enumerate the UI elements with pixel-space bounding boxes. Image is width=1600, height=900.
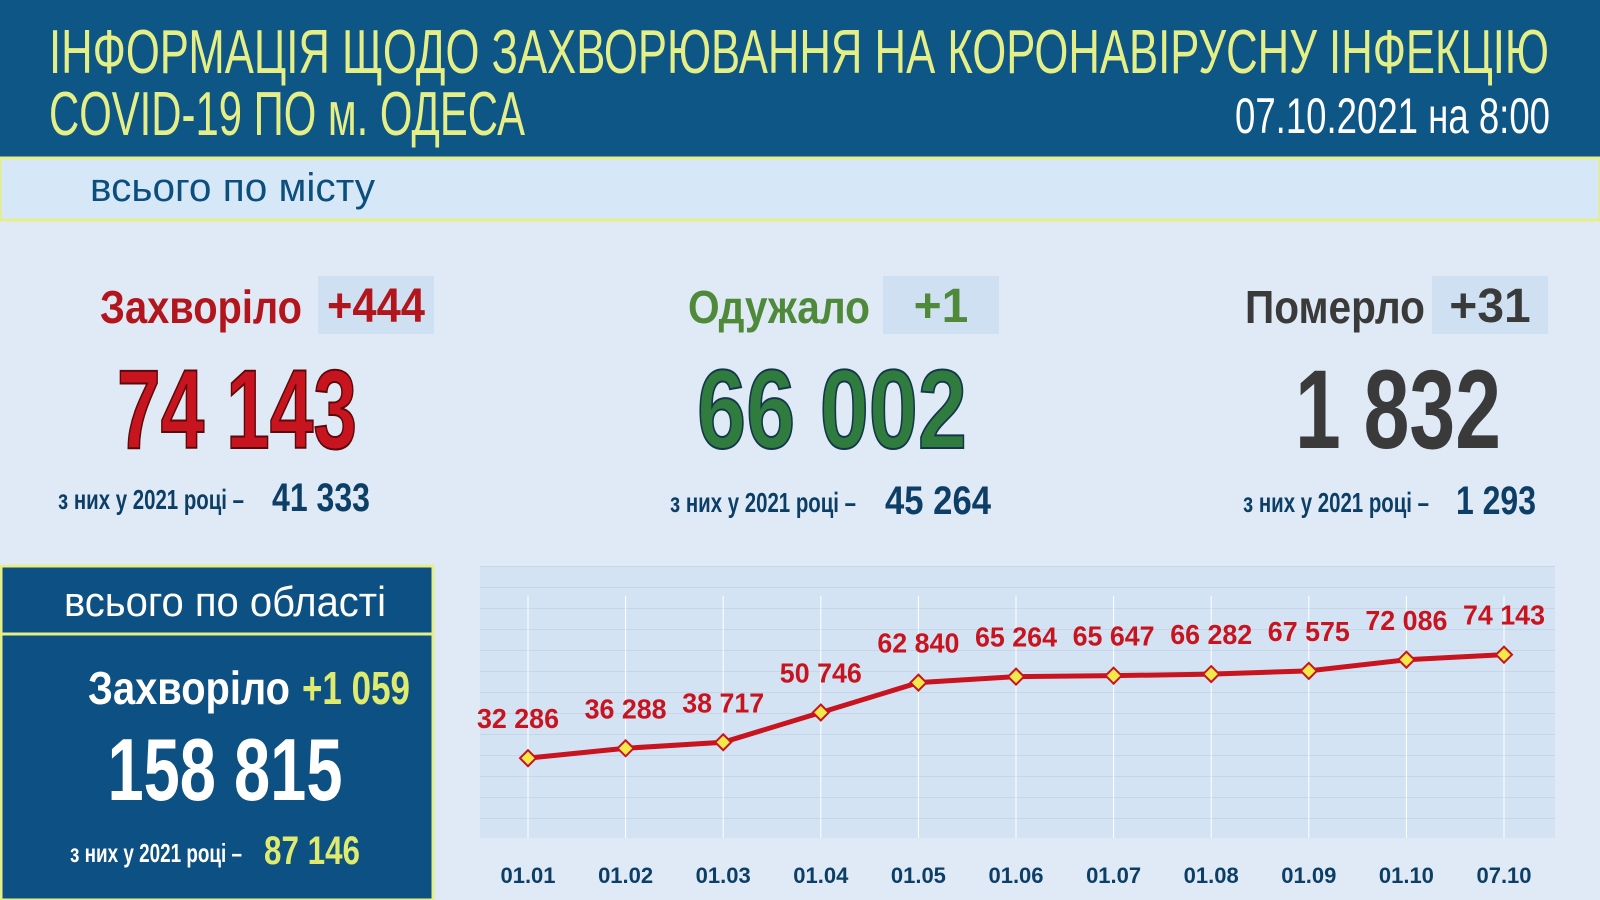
point xyxy=(1396,650,1416,670)
stat-delta: +31 xyxy=(1449,280,1530,333)
year-value: 41 333 xyxy=(272,476,370,520)
stat-total: 66 002 xyxy=(697,347,967,472)
header xyxy=(0,0,1600,158)
title: ІНФОРМАЦІЯ ЩОДО ЗАХВОРЮВАННЯ НА КОРОНАВІ… xyxy=(49,18,1549,87)
x-tick-label: 01.10 xyxy=(1379,863,1434,888)
delta-box xyxy=(883,276,999,334)
x-tick-label: 01.07 xyxy=(1086,863,1141,888)
x-tick-label: 01.08 xyxy=(1184,863,1239,888)
x-tick-label: 01.02 xyxy=(598,863,653,888)
value-label: 66 282 xyxy=(1170,619,1252,650)
point xyxy=(1494,645,1514,665)
x-tick-label: 01.09 xyxy=(1281,863,1336,888)
stat-deaths: Померло +31 1 832 з них у 2021 році – 1 … xyxy=(1243,276,1548,523)
x-tick-label: 01.06 xyxy=(988,863,1043,888)
year-value: 45 264 xyxy=(885,479,992,523)
point xyxy=(1299,661,1319,681)
line-chart: 01.01 01.02 01.03 01.04 01.05 01.06 01.07 01.08… xyxy=(477,596,1545,888)
city-label: всього по місту xyxy=(90,166,375,210)
point xyxy=(713,732,733,752)
point xyxy=(908,673,928,693)
point xyxy=(518,748,538,768)
year-note: з них у 2021 році – xyxy=(58,484,244,515)
stat-total: 158 815 xyxy=(108,720,343,819)
region-box xyxy=(0,564,435,900)
stat-total: 1 832 xyxy=(1295,347,1501,472)
delta-box xyxy=(1432,276,1548,334)
plot-area xyxy=(480,566,1555,838)
year-value: 1 293 xyxy=(1456,479,1536,523)
x-tick-label: 07.10 xyxy=(1476,863,1531,888)
value-label: 65 647 xyxy=(1073,621,1155,652)
stat-label: Одужало xyxy=(688,281,870,333)
stat-label: Померло xyxy=(1245,281,1425,333)
point xyxy=(616,738,636,758)
point xyxy=(1104,666,1124,686)
point xyxy=(1006,667,1026,687)
stat-delta: +1 059 xyxy=(302,662,410,714)
value-label: 67 575 xyxy=(1268,616,1350,647)
title: COVID-19 ПО м. ОДЕСА xyxy=(49,80,525,149)
value-label: 38 717 xyxy=(682,687,764,718)
stat-label: Захворіло xyxy=(100,281,302,333)
value-label: 36 288 xyxy=(585,693,667,724)
city-band xyxy=(0,156,1600,222)
value-label: 50 746 xyxy=(780,658,862,689)
point xyxy=(1201,664,1221,684)
year-value: 87 146 xyxy=(264,829,360,873)
value-label: 32 286 xyxy=(477,703,559,734)
x-tick-label: 01.05 xyxy=(891,863,946,888)
year-note: з них у 2021 році – xyxy=(1243,487,1429,518)
year-note: з них у 2021 році – xyxy=(670,487,856,518)
value-label: 74 143 xyxy=(1463,600,1545,631)
stat-delta: +444 xyxy=(327,280,425,333)
value-label: 72 086 xyxy=(1365,605,1447,636)
value-label: 62 840 xyxy=(877,628,959,659)
stat-cases: Захворіло +444 74 143 з них у 2021 році … xyxy=(58,276,434,520)
x-tick-label: 01.01 xyxy=(500,863,555,888)
stat-label: Захворіло xyxy=(88,662,290,714)
stat-total: 74 143 xyxy=(117,347,357,472)
date: 07.10.2021 на 8:00 xyxy=(1235,88,1550,144)
value-label: 65 264 xyxy=(975,622,1057,653)
stat-recovered: Одужало +1 66 002 з них у 2021 році – 45… xyxy=(670,276,999,523)
x-tick-label: 01.03 xyxy=(696,863,751,888)
region-panel: всього по області Захворіло +1 059 158 8… xyxy=(0,564,435,900)
delta-box xyxy=(318,276,434,334)
region-label: всього по області xyxy=(64,578,386,625)
point xyxy=(811,703,831,722)
stat-delta: +1 xyxy=(914,280,969,333)
year-note: з них у 2021 році – xyxy=(70,838,242,868)
x-tick-label: 01.04 xyxy=(793,863,849,888)
